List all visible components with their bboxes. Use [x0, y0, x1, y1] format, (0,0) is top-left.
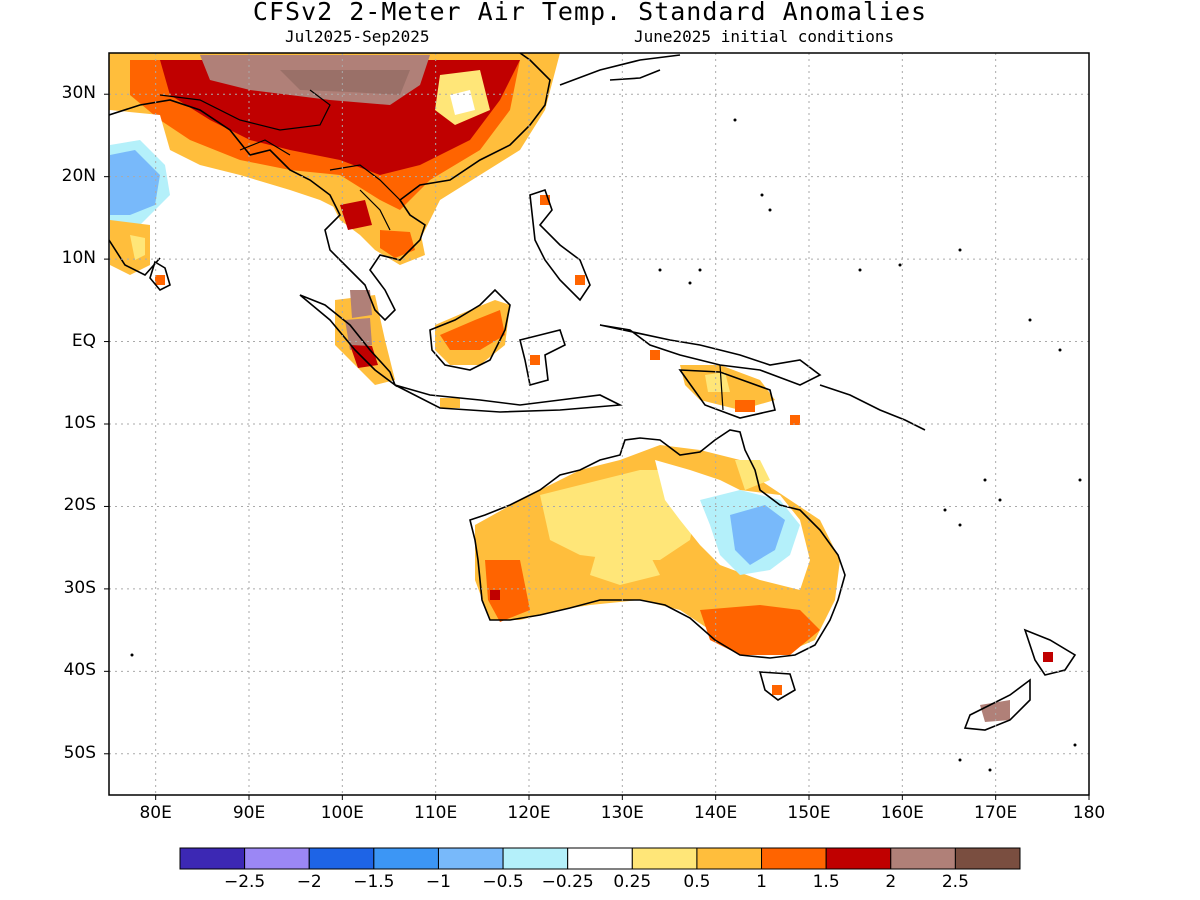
colorbar-tick-label: 1.5: [812, 872, 840, 892]
anomaly-shading-maritime: [335, 195, 660, 408]
lat-tick-label: 30S: [63, 577, 96, 598]
lat-tick-label: 50S: [63, 742, 96, 763]
colorbar-tick-label: 1: [756, 872, 767, 892]
colorbar-tick-label: 2: [885, 872, 897, 892]
pacific-islands: [130, 118, 1082, 772]
lon-tick-label: 140E: [694, 803, 738, 823]
lat-tick-label: 10S: [63, 413, 96, 433]
anomaly-shading-australia: [475, 445, 840, 695]
map-frame: [108, 52, 1090, 796]
map-plot-area: [109, 53, 1082, 772]
lon-tick-label: 100E: [320, 803, 364, 823]
lat-tick-label: 40S: [63, 660, 96, 681]
country-borders: [159, 89, 724, 411]
lon-tick-label: 160E: [880, 803, 924, 823]
colorbar-tick-label: 2.5: [941, 872, 969, 892]
anomaly-shading-new-guinea: [680, 365, 800, 425]
forecast-period: Jul2025-Sep2025: [285, 27, 430, 46]
colorbar-tick-label: 0.25: [613, 872, 652, 892]
lon-tick-label: 150E: [787, 803, 831, 823]
graticule: [104, 53, 1090, 800]
coastlines: [109, 53, 1077, 731]
colorbar-tick-label: −0.5: [482, 872, 524, 892]
lon-tick-label: 110E: [414, 803, 458, 823]
lon-tick-label: 80E: [139, 803, 172, 823]
lat-tick-label: 20S: [63, 495, 96, 516]
colorbar-tick-label: −2: [296, 872, 322, 892]
lon-tick-label: 180: [1072, 803, 1106, 823]
lat-tick-label: EQ: [71, 330, 96, 351]
colorbar-tick-label: −2.5: [223, 872, 266, 892]
map-title: CFSv2 2-Meter Air Temp. Standard Anomali…: [252, 0, 928, 26]
anomaly-shading-asia: [109, 53, 560, 285]
colorbar-tick-label: 0.5: [683, 872, 711, 892]
lat-tick-label: 20N: [61, 165, 96, 186]
lon-tick-label: 90E: [232, 803, 266, 823]
initial-conditions: June2025 initial conditions: [634, 27, 895, 46]
colorbar-tick-label: −1.5: [353, 872, 395, 892]
lon-tick-label: 170E: [974, 803, 1018, 823]
lat-tick-label: 30N: [61, 83, 96, 104]
lon-tick-label: 130E: [600, 803, 644, 823]
colorbar-tick-label: −0.25: [541, 872, 594, 892]
colorbar-tick-label: −1: [425, 872, 451, 892]
lat-tick-label: 10N: [61, 248, 96, 269]
lon-tick-label: 120E: [507, 803, 551, 823]
anomaly-shading-new-zealand: [980, 652, 1053, 722]
